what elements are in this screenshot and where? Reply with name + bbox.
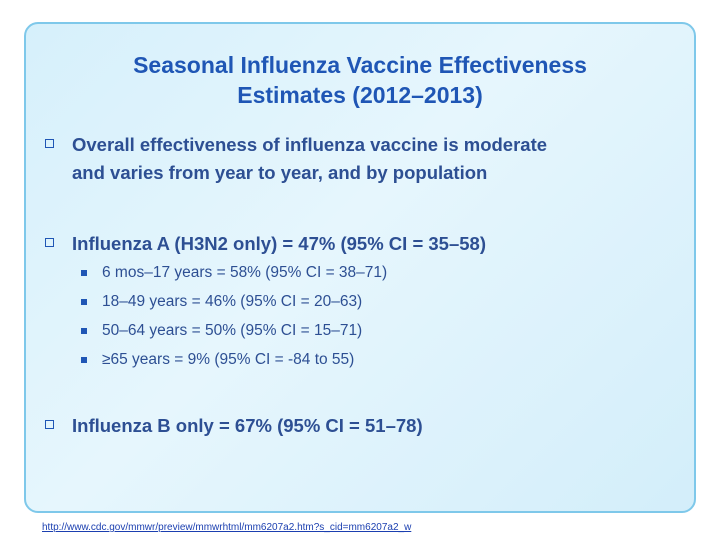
bullet-overall-effectiveness: Overall effectiveness of influenza vacci… — [45, 131, 665, 187]
sub-bullet-text: 50–64 years = 50% (95% CI = 15–71) — [102, 322, 363, 339]
bullet-text-line-1: Overall effectiveness of influenza vacci… — [72, 134, 548, 155]
filled-square-bullet-icon — [81, 270, 87, 276]
bullet-influenza-b: Influenza B only = 67% (95% CI = 51–78) — [45, 412, 665, 440]
hollow-square-bullet-icon — [45, 420, 54, 429]
bullet-influenza-a: Influenza A (H3N2 only) = 47% (95% CI = … — [45, 230, 665, 258]
bullet-text: Influenza B only = 67% (95% CI = 51–78) — [72, 415, 423, 436]
hollow-square-bullet-icon — [45, 139, 54, 148]
filled-square-bullet-icon — [81, 357, 87, 363]
source-link[interactable]: http://www.cdc.gov/mmwr/preview/mmwrhtml… — [42, 522, 412, 533]
hollow-square-bullet-icon — [45, 238, 54, 247]
filled-square-bullet-icon — [81, 299, 87, 305]
sub-bullet-text: 18–49 years = 46% (95% CI = 20–63) — [102, 293, 363, 310]
slide-frame — [24, 22, 696, 513]
filled-square-bullet-icon — [81, 328, 87, 334]
sub-bullet-6mos-17yrs: 6 mos–17 years = 58% (95% CI = 38–71) — [81, 262, 641, 284]
sub-bullet-50-64yrs: 50–64 years = 50% (95% CI = 15–71) — [81, 320, 641, 342]
slide-title-line-1: Seasonal Influenza Vaccine Effectiveness — [133, 52, 587, 78]
sub-bullet-text: 6 mos–17 years = 58% (95% CI = 38–71) — [102, 264, 388, 281]
sub-bullet-65plus-yrs: ≥65 years = 9% (95% CI = -84 to 55) — [81, 349, 641, 371]
slide-title: Seasonal Influenza Vaccine Effectiveness… — [24, 50, 696, 110]
bullet-text: Influenza A (H3N2 only) = 47% (95% CI = … — [72, 233, 486, 254]
slide-title-line-2: Estimates (2012–2013) — [237, 82, 483, 108]
bullet-text-line-2: and varies from year to year, and by pop… — [72, 162, 488, 183]
sub-bullet-text: ≥65 years = 9% (95% CI = -84 to 55) — [102, 351, 355, 368]
sub-bullet-18-49yrs: 18–49 years = 46% (95% CI = 20–63) — [81, 291, 641, 313]
